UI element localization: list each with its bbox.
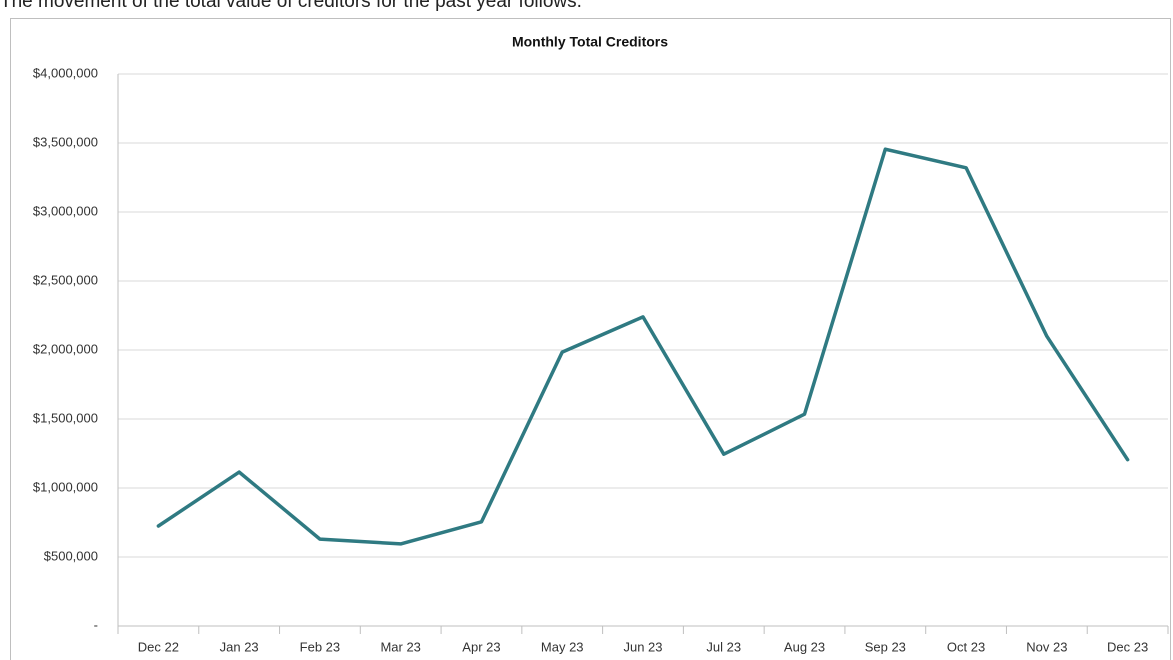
data-line bbox=[156, 147, 1130, 546]
intro-text: The movement of the total value of credi… bbox=[0, 0, 582, 12]
y-tick-label: $500,000 bbox=[44, 548, 98, 563]
y-tick-label: $3,000,000 bbox=[33, 203, 98, 218]
x-tick-label: May 23 bbox=[541, 639, 584, 654]
x-tick-label: Jun 23 bbox=[623, 639, 662, 654]
y-tick-label: - bbox=[94, 617, 98, 632]
y-tick-label: $2,000,000 bbox=[33, 341, 98, 356]
x-tick-label: Dec 23 bbox=[1107, 639, 1148, 654]
x-tick-label: Jan 23 bbox=[220, 639, 259, 654]
y-tick-label: $1,500,000 bbox=[33, 410, 98, 425]
chart-title: Monthly Total Creditors bbox=[512, 34, 668, 50]
y-tick-label: $4,000,000 bbox=[33, 65, 98, 80]
x-tick-label: Aug 23 bbox=[784, 639, 825, 654]
x-tick-label: Apr 23 bbox=[462, 639, 500, 654]
x-tick-label: Sep 23 bbox=[865, 639, 906, 654]
x-tick-label: Dec 22 bbox=[138, 639, 179, 654]
chart-border bbox=[10, 18, 1171, 660]
y-tick-label: $1,000,000 bbox=[33, 479, 98, 494]
x-tick-label: Feb 23 bbox=[300, 639, 340, 654]
y-tick-label: $3,500,000 bbox=[33, 134, 98, 149]
x-tick-label: Mar 23 bbox=[380, 639, 420, 654]
y-tick-label: $2,500,000 bbox=[33, 272, 98, 287]
x-tick-label: Oct 23 bbox=[947, 639, 985, 654]
x-tick-label: Nov 23 bbox=[1026, 639, 1067, 654]
x-tick-label: Jul 23 bbox=[706, 639, 741, 654]
